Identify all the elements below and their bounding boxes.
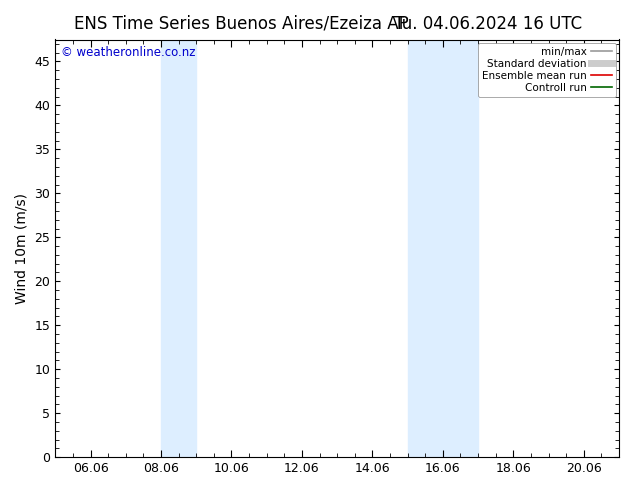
Text: Tu. 04.06.2024 16 UTC: Tu. 04.06.2024 16 UTC [394, 15, 582, 33]
Text: ENS Time Series Buenos Aires/Ezeiza AP: ENS Time Series Buenos Aires/Ezeiza AP [74, 15, 408, 33]
Bar [161, 40, 196, 457]
Bar [408, 40, 478, 457]
Y-axis label: Wind 10m (m/s): Wind 10m (m/s) [15, 193, 29, 304]
Text: © weatheronline.co.nz: © weatheronline.co.nz [61, 46, 195, 59]
Legend: min/max, Standard deviation, Ensemble mean run, Controll run: min/max, Standard deviation, Ensemble me… [478, 43, 616, 97]
